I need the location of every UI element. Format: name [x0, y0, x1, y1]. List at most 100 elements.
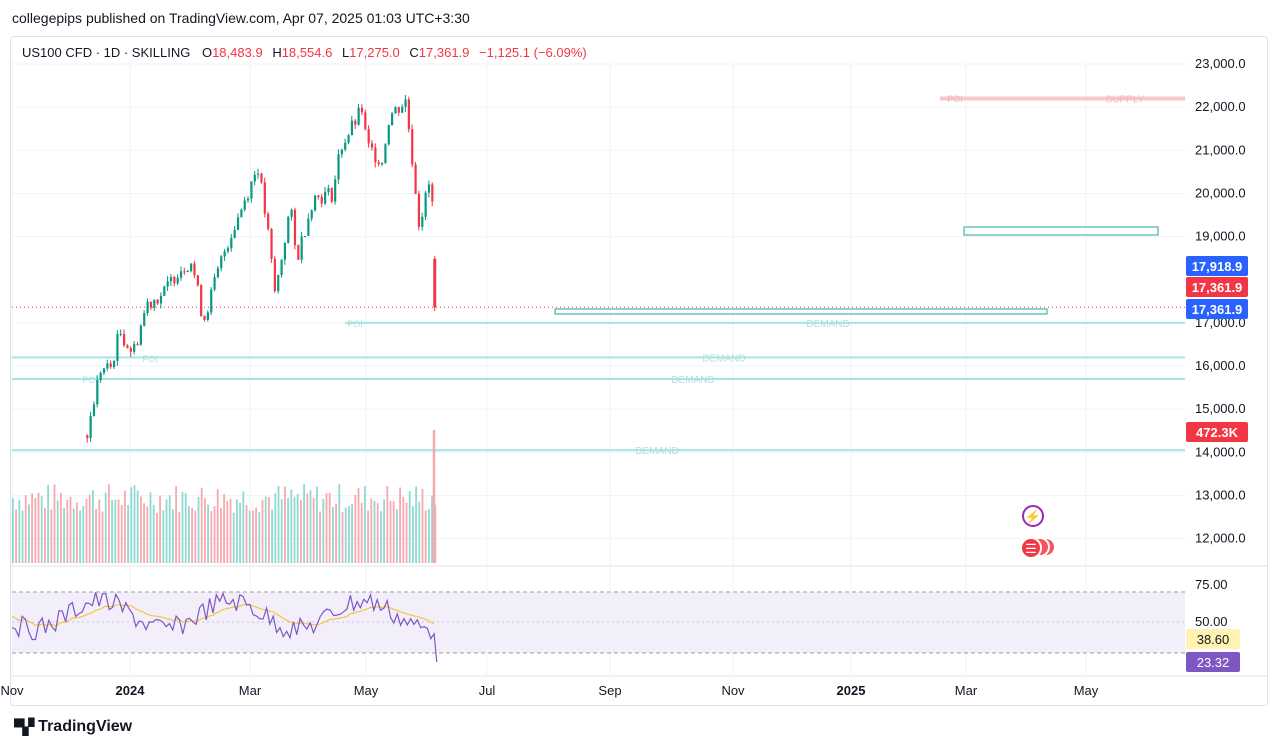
- candle-body: [250, 181, 253, 199]
- time-tick-label: Mar: [239, 683, 262, 698]
- volume-bar: [277, 485, 280, 563]
- candle-body: [159, 295, 163, 304]
- volume-bar: [204, 498, 206, 563]
- candle-body: [327, 188, 330, 192]
- candle-body: [206, 312, 209, 320]
- candle-body: [169, 277, 173, 282]
- volume-bar: [373, 500, 376, 563]
- candle-body: [320, 197, 323, 204]
- volume-bar: [223, 494, 225, 563]
- volume-bar: [40, 496, 43, 563]
- volume-bar: [156, 512, 158, 563]
- volume-bar: [239, 502, 241, 563]
- volume-bar: [34, 498, 37, 563]
- price-tick-label: 19,000.0: [1195, 229, 1246, 244]
- candle-body: [129, 348, 132, 352]
- symbol-legend: US100 CFD · 1D · SKILLING O18,483.9 H18,…: [22, 45, 587, 60]
- price-tick-label: 13,000.0: [1195, 488, 1246, 503]
- price-tick-label: 20,000.0: [1195, 185, 1246, 200]
- volume-bar: [344, 507, 347, 563]
- candle-body: [414, 164, 417, 194]
- volume-bar: [303, 483, 305, 563]
- volume-bar: [72, 508, 75, 563]
- volume-bar: [24, 495, 27, 563]
- time-tick-label: May: [1074, 683, 1099, 698]
- candle-body: [210, 289, 213, 313]
- zone-box: [963, 226, 1159, 236]
- volume-bar: [322, 498, 325, 563]
- zone-label: DEMAND: [702, 353, 745, 364]
- candle-body: [86, 435, 89, 439]
- volume-bar: [216, 489, 219, 563]
- candle-body: [433, 258, 437, 308]
- candle-body: [240, 209, 243, 218]
- volume-bar: [88, 494, 91, 563]
- low-label: L: [341, 45, 350, 60]
- volume-bar: [415, 486, 417, 563]
- tradingview-logo[interactable]: ▀▞ TradingView: [14, 718, 132, 736]
- time-tick-label: Jul: [479, 683, 496, 698]
- volume-bar: [252, 510, 254, 563]
- volume-bar: [140, 496, 142, 563]
- price-tag-label: 17,361.9: [1192, 280, 1243, 295]
- volume-bar: [143, 503, 145, 563]
- candle-body: [374, 147, 377, 163]
- candle-body: [407, 99, 410, 130]
- volume-bar: [325, 493, 328, 563]
- volume-bar: [261, 499, 264, 563]
- candle-body: [96, 380, 99, 405]
- chart-frame: [10, 36, 1268, 706]
- time-tick-label: Nov: [0, 683, 24, 698]
- candle-body: [277, 275, 280, 292]
- candle-body: [391, 113, 394, 126]
- volume-bar: [268, 497, 270, 563]
- demand-zone: [12, 449, 1185, 452]
- candle-body: [223, 251, 226, 257]
- candle-body: [360, 107, 364, 113]
- candle-body: [257, 173, 260, 175]
- volume-bar: [405, 502, 408, 563]
- candle-body: [112, 360, 116, 367]
- candle-body: [230, 237, 233, 249]
- price-tick-label: 23,000.0: [1195, 56, 1246, 71]
- candle-body: [317, 195, 320, 198]
- volume-bar: [432, 430, 436, 563]
- candle-body: [176, 277, 179, 284]
- volume-bar: [338, 484, 341, 563]
- lightning-event-icon[interactable]: ⚡: [1022, 505, 1044, 527]
- candle-body: [213, 277, 216, 290]
- high-value: 18,554.6: [281, 45, 333, 60]
- candle-body: [220, 256, 223, 269]
- time-tick-label: May: [354, 683, 379, 698]
- candle-body: [370, 143, 374, 148]
- open-value: 18,483.9: [212, 45, 263, 60]
- volume-bar: [82, 505, 85, 563]
- volume-bar: [364, 486, 366, 563]
- price-tag: [1186, 299, 1248, 319]
- candle-body: [300, 236, 303, 260]
- candle-body: [109, 363, 112, 367]
- volume-bar: [280, 499, 283, 563]
- volume-bar: [50, 509, 53, 563]
- candle-body: [350, 120, 354, 136]
- symbol-label[interactable]: US100 CFD · 1D · SKILLING: [22, 45, 191, 60]
- volume-bar: [380, 511, 382, 563]
- volume-bar: [172, 509, 174, 563]
- volume-bar: [306, 493, 309, 563]
- volume-bar: [255, 507, 257, 563]
- volume-bar: [63, 507, 65, 563]
- us-flag-icon[interactable]: ☰: [1020, 537, 1042, 559]
- volume-bar: [264, 496, 267, 563]
- volume-bar: [229, 498, 232, 563]
- candle-body: [260, 173, 263, 183]
- volume-bar: [108, 484, 110, 563]
- candle-body: [324, 191, 327, 204]
- time-tick-label: Nov: [721, 683, 745, 698]
- volume-bar: [188, 506, 190, 563]
- time-tick-label: Sep: [598, 683, 621, 698]
- time-tick-label: 2025: [837, 683, 866, 698]
- volume-bar: [60, 492, 62, 563]
- rsi-ma-tag-label: 38.60: [1197, 632, 1230, 647]
- volume-bar: [178, 512, 181, 563]
